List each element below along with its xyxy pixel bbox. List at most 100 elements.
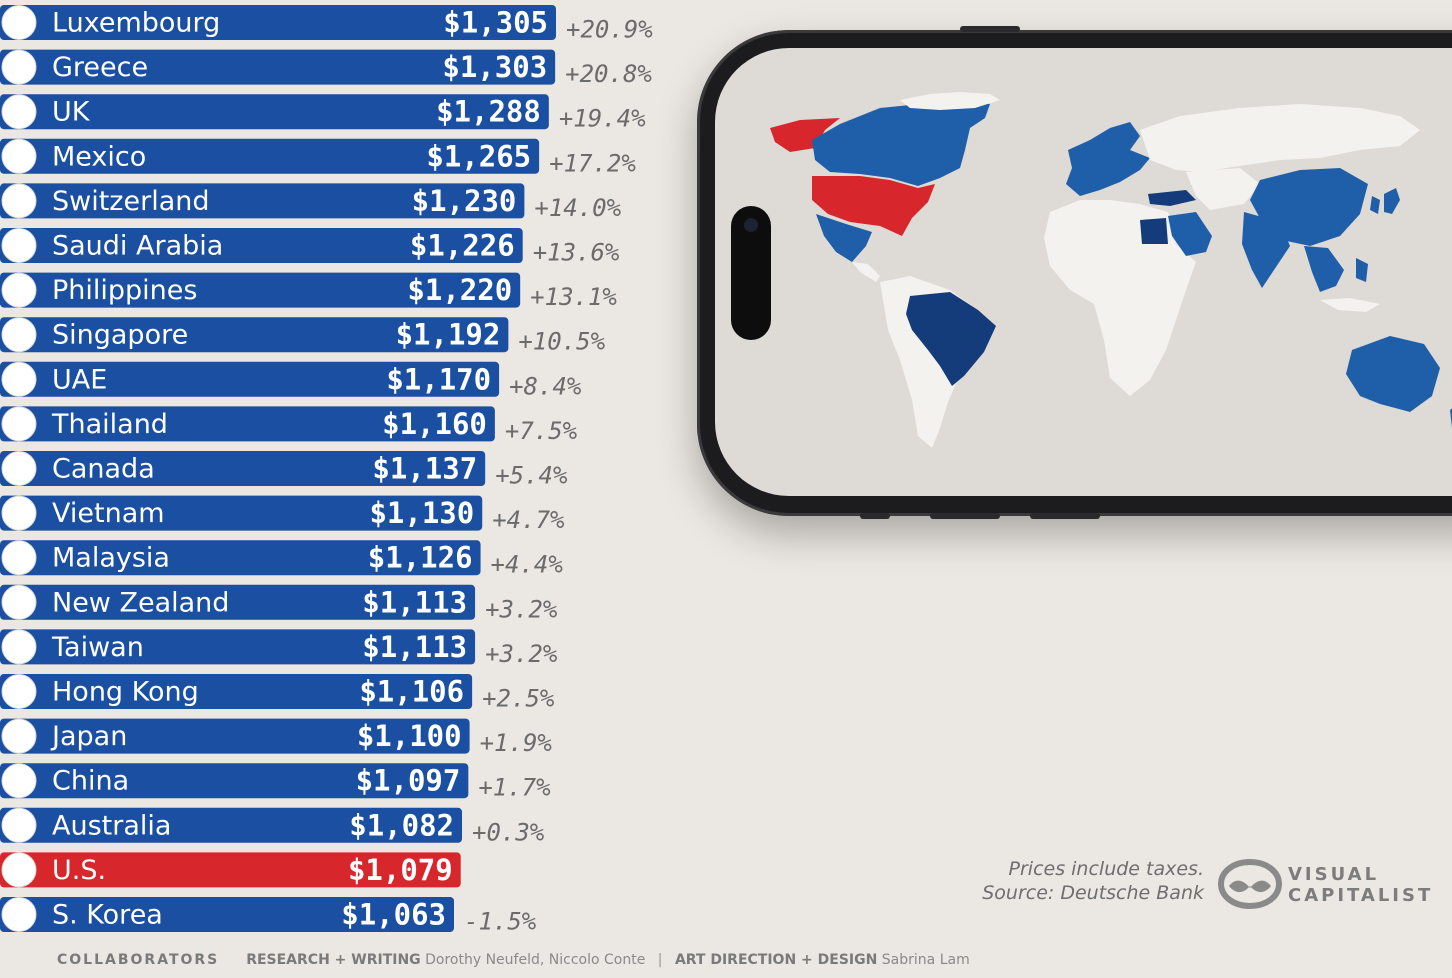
price-label: $1,063: [341, 898, 446, 932]
visual-capitalist-logo-icon: [1217, 858, 1283, 910]
flag-uk-icon: [1, 94, 37, 130]
price-label: $1,226: [410, 229, 515, 263]
source-line-deutsche-bank: Source: Deutsche Bank: [982, 882, 1204, 904]
phone-side-button: [960, 26, 1020, 32]
flag-uae-icon: [1, 361, 37, 397]
country-label: Luxembourg: [52, 8, 220, 39]
research-writing-names: Dorothy Neufeld, Niccolo Conte: [425, 952, 646, 968]
flag-mexico-icon: [1, 138, 37, 174]
country-label: Singapore: [52, 320, 188, 351]
map-arctic-islands: [900, 92, 1000, 110]
bar: [0, 584, 476, 620]
price-label: $1,100: [357, 719, 462, 753]
phone-side-button: [860, 513, 890, 519]
bar-row: China $1,097 +1.7%: [0, 763, 551, 802]
country-label: Taiwan: [51, 632, 144, 663]
price-label: $1,265: [426, 139, 531, 173]
country-label: Saudi Arabia: [52, 231, 223, 262]
bar: [0, 361, 500, 397]
bar-row: Switzerland $1,230 +14.0%: [0, 183, 622, 222]
map-greenland: [770, 118, 840, 152]
flag-philippines-icon: [1, 272, 37, 308]
country-label: S. Korea: [52, 900, 163, 931]
price-label: $1,170: [386, 362, 491, 396]
bar-row: UAE $1,170 +8.4%: [0, 361, 582, 400]
change-label: +13.1%: [530, 283, 617, 311]
price-label: $1,113: [362, 630, 467, 664]
bar: [0, 495, 483, 531]
country-label: Australia: [52, 810, 171, 841]
change-label: +10.5%: [518, 328, 605, 356]
flag-japan-icon: [1, 718, 37, 754]
flag-australia-icon: [1, 807, 37, 843]
flag-vietnam-icon: [1, 495, 37, 531]
country-label: Mexico: [52, 141, 146, 172]
bar: [0, 183, 525, 219]
source-line-taxes: Prices include taxes.: [1008, 858, 1204, 880]
bar-row: Australia $1,082 +0.3%: [0, 807, 545, 846]
map-turkey: [1148, 190, 1196, 206]
bar: [0, 138, 540, 174]
world-map: [770, 92, 1452, 448]
bar-row: Mexico $1,265 +17.2%: [0, 138, 636, 177]
footer-credits: COLLABORATORS RESEARCH + WRITING Dorothy…: [57, 952, 970, 968]
map-canada: [812, 100, 990, 186]
change-label: +1.7%: [478, 774, 551, 802]
change-label: +1.9%: [480, 729, 553, 757]
change-label: +20.8%: [565, 60, 652, 88]
map-japan: [1384, 188, 1400, 214]
bar-row: Japan $1,100 +1.9%: [0, 718, 553, 757]
research-writing-role: RESEARCH + WRITING: [246, 952, 421, 968]
bar: [0, 540, 481, 576]
map-philippines: [1356, 258, 1368, 282]
bar-row: Philippines $1,220 +13.1%: [0, 272, 617, 311]
country-label: UAE: [52, 364, 107, 395]
bar: [0, 674, 473, 709]
change-label: +2.5%: [482, 685, 555, 713]
flag-south-korea-icon: [1, 897, 37, 932]
bar-row: Saudi Arabia $1,226 +13.6%: [0, 228, 620, 267]
change-label: +17.2%: [549, 149, 636, 177]
map-mexico: [816, 214, 872, 262]
change-label: +7.5%: [505, 417, 578, 445]
bar-row: U.S. $1,079: [0, 852, 461, 888]
logo-line-capitalist: CAPITALIST: [1288, 885, 1434, 906]
visual-capitalist-logo-text: VISUAL CAPITALIST: [1288, 864, 1433, 906]
map-central-america: [852, 262, 880, 282]
flag-singapore-icon: [1, 317, 37, 353]
country-label: Malaysia: [52, 543, 170, 574]
map-africa: [1044, 200, 1196, 396]
bar-row: Taiwan $1,113 +3.2%: [0, 629, 558, 668]
design-role: ART DIRECTION + DESIGN: [674, 952, 878, 968]
country-label: China: [52, 766, 129, 797]
bar-row: Greece $1,303 +20.8%: [0, 49, 652, 88]
change-label: -1.5%: [464, 908, 537, 936]
bar: [0, 807, 463, 843]
flag-taiwan-icon: [1, 629, 37, 665]
bar: [0, 763, 469, 799]
map-korea: [1370, 196, 1380, 214]
phone-side-button: [930, 513, 1000, 519]
source-note: Prices include taxes. Source: Deutsche B…: [960, 857, 1204, 905]
phone-screen: [715, 48, 1452, 496]
bar: [0, 5, 556, 40]
bar-row: Canada $1,137 +5.4%: [0, 451, 568, 490]
price-label: $1,126: [368, 541, 473, 575]
flag-us-icon: [1, 852, 37, 888]
change-label: +13.6%: [533, 239, 620, 267]
price-label: $1,097: [356, 764, 461, 798]
map-india: [1242, 212, 1290, 288]
map-europe: [1066, 122, 1150, 196]
price-label: $1,130: [369, 496, 474, 530]
bar: [0, 718, 470, 754]
price-label: $1,192: [396, 318, 501, 352]
map-united-states: [812, 176, 935, 236]
change-label: +4.4%: [491, 551, 564, 579]
country-label: Philippines: [52, 275, 197, 306]
bar: [0, 272, 521, 308]
bar-row: Vietnam $1,130 +4.7%: [0, 495, 565, 534]
change-label: +19.4%: [559, 105, 646, 133]
price-label: $1,305: [443, 6, 548, 40]
country-label: Canada: [52, 454, 155, 485]
country-label: Vietnam: [52, 498, 165, 529]
